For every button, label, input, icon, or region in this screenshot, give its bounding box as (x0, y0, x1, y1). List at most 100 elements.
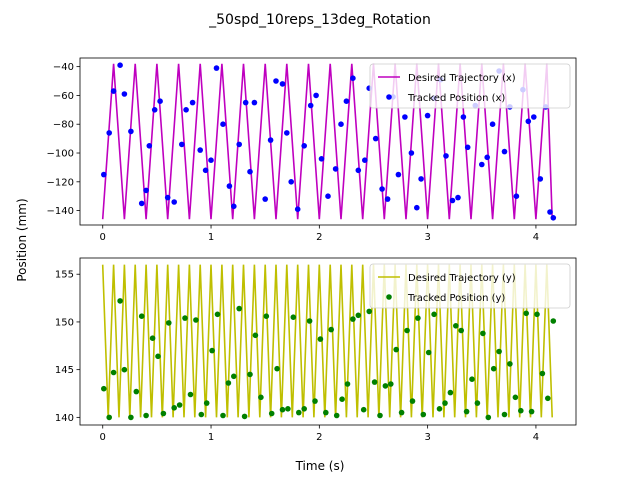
data-point (338, 121, 344, 127)
data-point (179, 141, 185, 148)
data-point (318, 156, 325, 162)
data-point (418, 176, 424, 182)
data-point (208, 157, 214, 163)
y-tick-label: −120 (47, 177, 74, 188)
data-point (332, 166, 339, 172)
data-point (138, 200, 145, 207)
legend-box (369, 63, 571, 109)
data-point (198, 411, 205, 418)
data-point (436, 406, 443, 412)
data-point (523, 310, 529, 317)
axes-frame (79, 257, 577, 426)
data-point (534, 311, 540, 318)
data-point (182, 315, 188, 321)
x-tick-label: 0 (100, 232, 106, 243)
x-tick-label: 3 (424, 432, 430, 443)
series-line (101, 264, 553, 418)
data-point (143, 187, 149, 194)
data-point (313, 92, 319, 99)
data-point (317, 336, 324, 342)
legend-label: Tracked Position (y) (407, 293, 505, 304)
data-point (101, 385, 107, 392)
data-point (312, 398, 318, 404)
data-point (501, 148, 508, 155)
data-point (214, 311, 221, 318)
data-point (171, 199, 177, 205)
data-point (220, 412, 226, 419)
series-group (101, 264, 557, 421)
data-point (404, 327, 410, 334)
data-point (306, 318, 313, 324)
data-point (183, 107, 189, 113)
x-tick-label: 3 (424, 232, 430, 243)
data-point (528, 408, 535, 415)
data-point (247, 371, 253, 378)
legend-swatch-marker (386, 94, 392, 100)
x-tick-label: 1 (208, 432, 214, 443)
data-point (408, 150, 415, 156)
legend: Desired Trajectory (x) Tracked Position (… (369, 63, 571, 109)
data-point (362, 157, 368, 163)
data-point (409, 398, 416, 404)
data-point (484, 154, 491, 161)
data-point (447, 389, 454, 396)
data-point (155, 353, 161, 360)
data-point (226, 183, 233, 189)
data-point (110, 88, 117, 94)
data-point (372, 135, 379, 142)
data-point (121, 91, 128, 97)
data-point (537, 176, 544, 182)
data-point (252, 332, 259, 339)
data-point (480, 330, 486, 337)
data-point (106, 414, 112, 421)
data-point (202, 167, 209, 174)
data-point (106, 130, 112, 136)
data-point (247, 168, 253, 175)
y-tick-label: −80 (53, 120, 74, 131)
legend-label: Desired Trajectory (x) (408, 73, 516, 84)
data-point (220, 121, 226, 127)
data-point (133, 388, 140, 395)
data-point (414, 204, 420, 211)
data-point (160, 410, 167, 417)
data-point (323, 409, 329, 416)
data-point (268, 410, 275, 417)
data-point (301, 143, 308, 149)
data-point (442, 400, 448, 406)
data-point (267, 137, 274, 143)
data-point (474, 400, 481, 406)
y-tick-label: 155 (55, 270, 74, 281)
data-point (379, 186, 385, 192)
data-point (539, 370, 546, 377)
data-point (355, 312, 362, 319)
data-point (128, 128, 134, 135)
data-point (377, 412, 383, 419)
data-point (101, 171, 107, 178)
data-point (550, 215, 557, 221)
data-point (344, 381, 351, 387)
data-point (284, 130, 290, 136)
data-point (231, 203, 237, 210)
data-point (166, 320, 172, 326)
data-point (171, 405, 177, 411)
data-point (121, 366, 128, 373)
data-point (339, 396, 345, 403)
data-point (547, 209, 553, 215)
data-point (415, 315, 421, 321)
data-point (193, 317, 199, 323)
data-point (371, 379, 378, 385)
data-point (164, 194, 171, 201)
data-point (420, 411, 427, 418)
data-point (290, 314, 297, 321)
y-axis-label: Position (mm) (15, 198, 29, 281)
data-point (507, 361, 513, 367)
y-tick-label: −40 (53, 62, 74, 73)
y-tick-label: 150 (55, 317, 74, 328)
data-point (279, 406, 286, 413)
legend-label: Desired Trajectory (y) (408, 273, 516, 284)
data-point (236, 305, 242, 312)
data-point (203, 400, 210, 406)
data-point (512, 394, 519, 401)
data-point (117, 62, 123, 68)
